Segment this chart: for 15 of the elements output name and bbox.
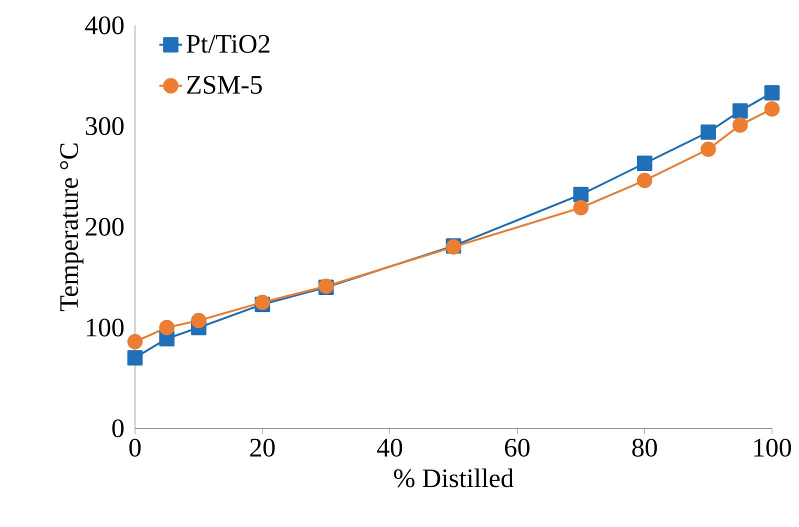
x-tick-label: 80 bbox=[632, 438, 657, 457]
legend-label: Pt/TiO2 bbox=[186, 34, 270, 53]
y-tick-label: 300 bbox=[86, 117, 124, 136]
legend-label: ZSM-5 bbox=[187, 76, 262, 94]
y-tick-label: 100 bbox=[86, 318, 124, 337]
y-tick-label: 200 bbox=[86, 218, 124, 236]
x-tick-label: 100 bbox=[754, 438, 791, 457]
x-axis-title: % Distilled bbox=[394, 468, 514, 488]
x-tick-label: 20 bbox=[250, 438, 275, 457]
y-tick-label: 400 bbox=[85, 16, 124, 34]
x-tick-label: 40 bbox=[376, 438, 402, 457]
y-tick-label: 0 bbox=[112, 419, 124, 438]
x-tick-label: 60 bbox=[505, 438, 530, 457]
y-axis-title: Temperature °C bbox=[60, 144, 84, 312]
x-tick-label: 0 bbox=[129, 438, 141, 457]
